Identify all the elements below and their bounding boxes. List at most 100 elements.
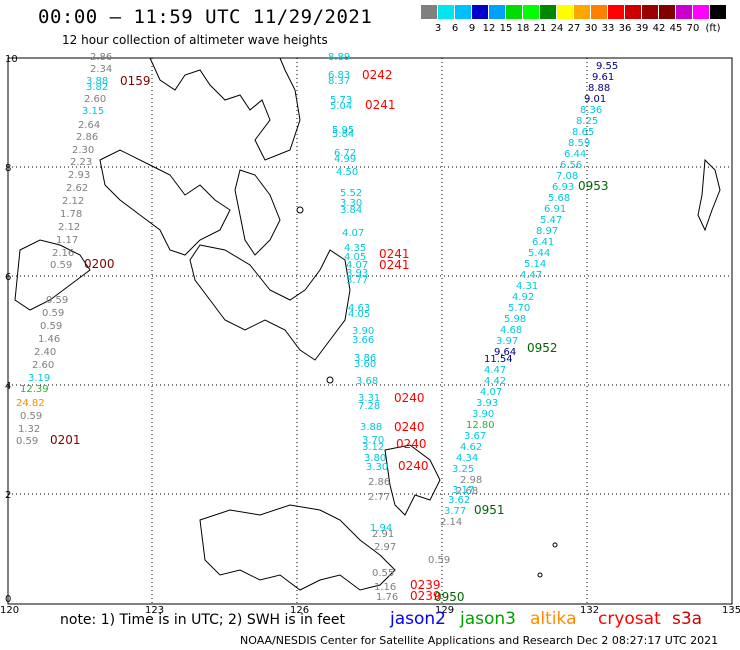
swh-label: 2.93 [68,170,90,181]
swh-label: 3.93 [346,268,368,279]
footer-note: note: 1) Time is in UTC; 2) SWH is in fe… [60,612,346,628]
swh-label: 8.97 [536,226,558,237]
map-title: 00:00 – 11:59 UTC 11/29/2021 [38,6,373,28]
swh-label: 3.25 [452,464,474,475]
swh-label: 2.91 [372,529,394,540]
swh-label: 6.91 [544,204,566,215]
swh-label: 3.82 [86,82,108,93]
swh-label: 3.15 [82,106,104,117]
swh-label: 4.50 [336,167,358,178]
legend-swatch [676,5,692,19]
legend-label: (ft) [705,23,721,34]
pass-time-label: 0200 [84,257,115,271]
swh-label: 8.36 [580,105,602,116]
pass-time-label: 0240 [394,420,425,434]
island [552,542,558,548]
swh-label: 2.23 [70,157,92,168]
island [326,376,334,384]
swh-label: 5.14 [524,259,546,270]
swh-label: 0.59 [428,555,450,566]
swh-label: 4.35 [344,243,366,254]
swh-label: 2.86 [76,132,98,143]
y-tick-label: 4 [5,381,11,392]
pass-time-label: 0240 [396,437,427,451]
coastline-palau [697,158,721,232]
satellite-label-cryosat: cryosat [598,609,661,629]
swh-label: 0.59 [50,260,72,271]
swh-label: 0.55 [372,568,394,579]
legend-label: 6 [451,23,459,34]
swh-label: 5.73 [330,95,352,106]
swh-label: 4.07 [346,260,368,271]
swh-label: 2.40 [34,347,56,358]
y-tick-label: 6 [5,272,11,283]
swh-label: 1.16 [374,582,396,593]
swh-label: 1.32 [18,424,40,435]
swh-label: 9.01 [584,94,606,105]
swh-label: 4.07 [342,228,364,239]
swh-label: 0.59 [40,321,62,332]
pass-time-label: 0239 [410,589,441,603]
swh-label: 3.70 [362,435,384,446]
x-tick-label: 120 [0,605,19,616]
swh-label: 5.70 [508,303,530,314]
swh-label: 2.77 [368,492,390,503]
satellite-label-altika: altika [530,609,577,629]
pass-time-label: 0950 [434,590,465,604]
swh-label: 3.90 [352,326,374,337]
swh-label: 3.77 [444,506,466,517]
swh-label: 6.83 [328,70,350,81]
swh-label: 9.61 [592,72,614,83]
coastline-luzon-samar [149,57,301,161]
swh-label: 3.68 [356,376,378,387]
legend-swatch [421,5,437,19]
legend-swatch [489,5,505,19]
swh-label: 1.94 [370,523,392,534]
x-tick-label: 129 [435,605,454,616]
swh-label: 3.19 [28,373,50,384]
pass-time-label: 0159 [120,74,151,88]
swh-label: 3.80 [364,453,386,464]
swh-label: 3.31 [358,393,380,404]
swh-label: 4.47 [484,365,506,376]
legend-label: 39 [635,23,649,34]
map-subtitle: 12 hour collection of altimeter wave hei… [62,33,328,47]
pass-time-label: 0241 [379,247,410,261]
legend-label: 9 [468,23,476,34]
swh-label: 0.59 [46,295,68,306]
swh-label: 3.77 [346,275,368,286]
swh-label: 1.78 [60,209,82,220]
pass-time-label: 0240 [394,391,425,405]
swh-label: 0.59 [42,308,64,319]
swh-label: 3.30 [340,198,362,209]
legend-swatch [574,5,590,19]
swh-label: 1.46 [38,334,60,345]
legend-swatch [540,5,556,19]
legend-swatch [455,5,471,19]
swh-label: 11.54 [484,354,513,365]
swh-label: 1.76 [376,592,398,603]
swh-label: 8.88 [588,83,610,94]
swh-label: 2.60 [32,360,54,371]
legend-label: 45 [669,23,683,34]
swh-label: 6.56 [560,160,582,171]
coastline-mindanao [189,244,351,361]
swh-label: 5.04 [330,101,352,112]
legend-label: 27 [567,23,581,34]
pass-time-label: 0240 [398,459,429,473]
swh-label: 5.44 [528,248,550,259]
swh-label: 1.17 [56,235,78,246]
x-tick-label: 135 [722,605,740,616]
swh-label: 3.60 [354,359,376,370]
swh-label: 4.31 [516,281,538,292]
legend-swatch [710,5,726,19]
coastlines [14,57,721,591]
swh-label: 2.86 [368,477,390,488]
swh-label: 2.30 [72,145,94,156]
pass-time-label: 0242 [362,68,393,82]
swh-label: 4.68 [500,325,522,336]
swh-label: 0.59 [16,436,38,447]
legend-swatch [506,5,522,19]
swh-label: 4.05 [348,309,370,320]
swh-label: 0.59 [20,411,42,422]
